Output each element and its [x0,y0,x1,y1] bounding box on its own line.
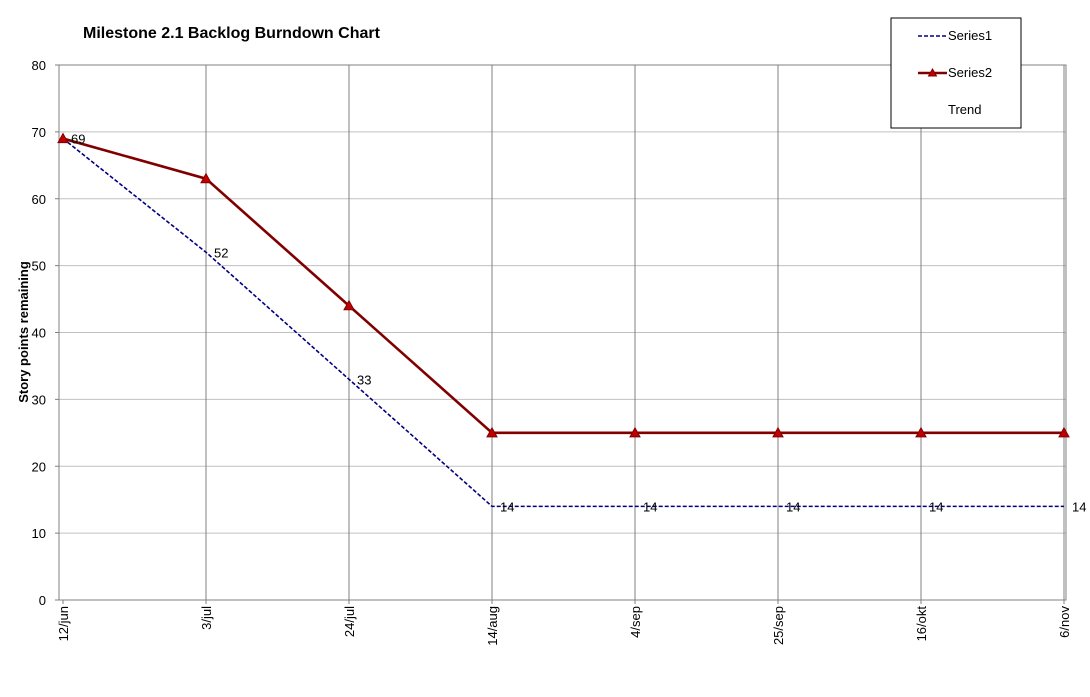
series2-point [772,426,784,438]
series1-data-label: 14 [643,499,657,514]
y-tick-label: 20 [32,459,46,474]
x-tick-label: 4/sep [628,606,643,638]
series1-data-label: 14 [500,499,514,514]
series2-point [1058,426,1070,438]
y-tick-label: 50 [32,259,46,274]
grid [59,64,1066,600]
legend-series2-label: Series2 [948,65,992,80]
y-tick-label: 70 [32,125,46,140]
y-tick-label: 30 [32,392,46,407]
y-tick-label: 40 [32,326,46,341]
y-tick-label: 60 [32,192,46,207]
legend: Series1 Series2 Trend [890,17,1022,129]
series1-data-label: 52 [214,245,228,260]
x-tick-label: 3/jul [199,606,214,630]
series2-point [486,426,498,438]
series2-point [57,132,69,144]
series-layer: 69 52 33 14 14 14 14 14 [57,132,1086,514]
series2-point [629,426,641,438]
series1-data-label: 14 [786,499,800,514]
y-tick-label: 0 [39,593,46,608]
y-axis-label: Story points remaining [16,261,31,403]
series2-point [200,172,212,184]
x-tick-label: 12/jun [56,606,71,641]
y-axis: 0 10 20 30 40 50 60 70 80 [32,58,59,608]
series1-line [62,137,1064,508]
chart-title: Milestone 2.1 Backlog Burndown Chart [83,25,381,42]
legend-trend-label: Trend [948,102,981,117]
x-tick-label: 6/nov [1057,606,1072,638]
x-tick-label: 14/aug [485,606,500,646]
series1-data-label: 69 [71,132,85,147]
x-axis: 12/jun 3/jul 24/jul 14/aug 4/sep 25/sep 16/okt… [56,600,1072,646]
series1-data-label: 14 [1072,499,1086,514]
legend-box [890,17,1022,129]
y-tick-label: 10 [32,526,46,541]
series2-line [62,137,1064,435]
series1-data-label: 14 [929,499,943,514]
legend-series2-marker [927,67,938,77]
series1-data-label: 33 [357,372,371,387]
series2-point [343,299,355,311]
legend-series1-label: Series1 [948,28,992,43]
series2-point [915,426,927,438]
x-tick-label: 25/sep [771,606,786,645]
x-tick-label: 24/jul [342,606,357,637]
y-tick-label: 80 [32,58,46,73]
x-tick-label: 16/okt [914,606,929,642]
